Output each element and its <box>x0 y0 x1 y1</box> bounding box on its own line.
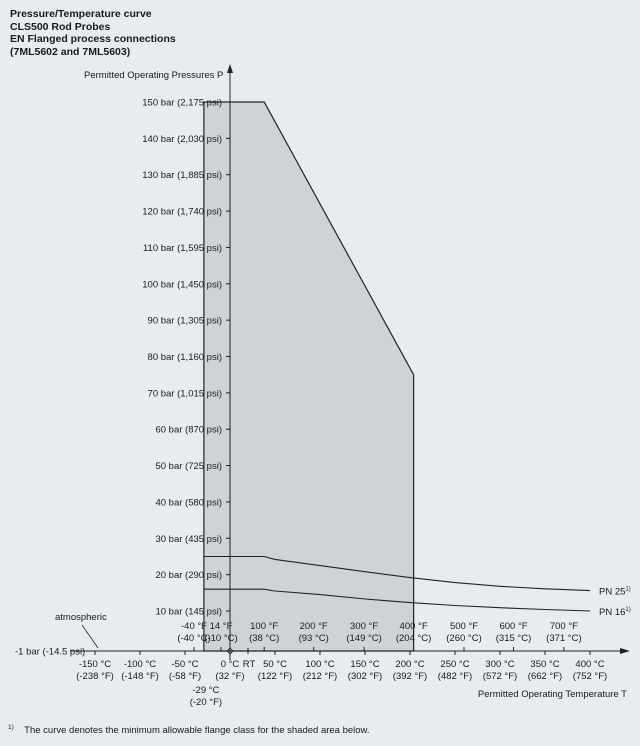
x-tick-label-c2-4: (122 °F) <box>258 671 292 682</box>
y-axis-arrow <box>227 64 233 73</box>
x-tick-label-c-3: 0 °C <box>221 659 240 670</box>
x-tick-label-f-1: 14 °F <box>210 621 233 632</box>
label-layer: Permitted Operating Pressures P Permitted… <box>15 70 631 708</box>
x-tick-label-f-4: 300 °F <box>350 621 378 632</box>
origin-marker <box>226 647 234 655</box>
y-tick-label-13: 20 bar (290 psi) <box>155 570 222 581</box>
y-axis-title: Permitted Operating Pressures P <box>84 70 223 81</box>
atmospheric-label: atmospheric <box>55 612 107 623</box>
atmospheric-pointer <box>81 624 99 649</box>
x-tick-label-c-8: 250 °C <box>440 659 469 670</box>
x-tick-label-c-9: 300 °C <box>485 659 514 670</box>
x-tick-label-f-6: 500 °F <box>450 621 478 632</box>
x-tick-label-c-2: -50 °C <box>171 659 198 670</box>
y-tick-label-11: 40 bar (580 psi) <box>155 497 222 508</box>
footnote: 1) The curve denotes the minimum allowab… <box>8 724 370 736</box>
y-tick-label-7: 80 bar (1,160 psi) <box>148 352 222 363</box>
footnote-text: The curve denotes the minimum allowable … <box>24 725 370 737</box>
rt-label: RT <box>243 659 256 670</box>
y-tick-label-0: 150 bar (2,175 psi) <box>142 98 222 109</box>
chart-title-line-4: (7ML5602 and 7ML5603) <box>10 45 131 58</box>
chart-title-line-3: EN Flanged process connections <box>10 33 176 45</box>
x-tick-label-f2-2: (38 °C) <box>249 633 279 644</box>
x-tick-label-f2-0: (-40 °C) <box>177 633 210 644</box>
x-axis-title: Permitted Operating Temperature T <box>478 689 627 700</box>
x-tick-label-c2-8: (482 °F) <box>438 671 472 682</box>
x-tick-label-f2-4: (149 °C) <box>346 633 381 644</box>
x-tick-label-f-2: 100 °F <box>250 621 278 632</box>
x-tick-label-c2-6: (302 °F) <box>348 671 382 682</box>
x-tick-label-c2-10: (662 °F) <box>528 671 562 682</box>
x-tick-label-c-7: 200 °C <box>395 659 424 670</box>
chart-title-block: Pressure/Temperature curve CLS500 Rod Pr… <box>10 8 176 58</box>
x-tick-label-f2-3: (93 °C) <box>299 633 329 644</box>
y-tick-label-6: 90 bar (1,305 psi) <box>148 316 222 327</box>
footnote-marker: 1) <box>8 724 14 731</box>
x-tick-label-f-8: 700 °F <box>550 621 578 632</box>
x-tick-label-c2-7: (392 °F) <box>393 671 427 682</box>
x-tick-label-c-4: 50 °C <box>263 659 287 670</box>
series-label-0: PN 251) <box>599 587 631 598</box>
x-tick-label-c2-1: (-148 °F) <box>121 671 159 682</box>
y-tick-label-10: 50 bar (725 psi) <box>155 461 222 472</box>
y-tick-label-5: 100 bar (1,450 psi) <box>142 279 222 290</box>
x-tick-label-f2-5: (204 °C) <box>396 633 431 644</box>
y-tick-label-9: 60 bar (870 psi) <box>155 425 222 436</box>
x-tick-label-f-5: 400 °F <box>400 621 428 632</box>
y-tick-label-14: 10 bar (145 psi) <box>155 607 222 618</box>
min-temp-label-2: (-20 °F) <box>190 697 222 708</box>
area-layer <box>203 101 415 652</box>
series-label-marker-0: 1) <box>625 587 630 593</box>
y-tick-label-8: 70 bar (1,015 psi) <box>148 388 222 399</box>
y-tick-label-2: 130 bar (1,885 psi) <box>142 170 222 181</box>
x-tick-label-c-6: 150 °C <box>350 659 379 670</box>
x-tick-label-c2-2: (-58 °F) <box>169 671 201 682</box>
y-tick-label-1: 140 bar (2,030 psi) <box>142 134 222 145</box>
x-tick-label-f2-6: (260 °C) <box>446 633 481 644</box>
x-axis-arrow <box>620 648 630 654</box>
x-tick-label-f2-1: (-10 °C) <box>204 633 237 644</box>
x-tick-label-f-0: -40 °F <box>181 621 207 632</box>
min-temp-label: -29 °C <box>192 685 219 696</box>
baseline-label: -1 bar (-14.5 psi) <box>15 647 85 658</box>
x-tick-label-c2-9: (572 °F) <box>483 671 517 682</box>
x-tick-label-c-1: -100 °C <box>124 659 156 670</box>
x-tick-label-c2-11: (752 °F) <box>573 671 607 682</box>
series-line-pn-16 <box>203 588 591 612</box>
x-tick-label-f2-8: (371 °C) <box>546 633 581 644</box>
series-label-marker-1: 1) <box>625 607 630 613</box>
y-tick-label-4: 110 bar (1,595 psi) <box>143 243 222 254</box>
x-tick-label-c2-0: (-238 °F) <box>76 671 114 682</box>
x-tick-label-f2-7: (315 °C) <box>496 633 531 644</box>
x-tick-label-c2-3: (32 °F) <box>215 671 244 682</box>
series-label-1: PN 161) <box>599 607 631 618</box>
chart-title-line-2: CLS500 Rod Probes <box>10 20 111 33</box>
y-tick-label-12: 30 bar (435 psi) <box>155 534 222 545</box>
y-tick-label-3: 120 bar (1,740 psi) <box>142 207 222 218</box>
x-tick-label-c-11: 400 °C <box>575 659 604 670</box>
permitted-area <box>203 101 415 652</box>
chart-title-line-1: Pressure/Temperature curve <box>10 8 152 20</box>
x-tick-label-c-5: 100 °C <box>305 659 334 670</box>
x-tick-label-c-0: -150 °C <box>79 659 111 670</box>
x-tick-label-f-7: 600 °F <box>499 621 527 632</box>
axis-layer <box>70 64 630 660</box>
x-tick-label-f-3: 200 °F <box>300 621 328 632</box>
series-line-pn-25 <box>203 555 591 592</box>
series-layer <box>203 555 591 612</box>
x-tick-label-c-10: 350 °C <box>530 659 559 670</box>
x-tick-label-c2-5: (212 °F) <box>303 671 337 682</box>
